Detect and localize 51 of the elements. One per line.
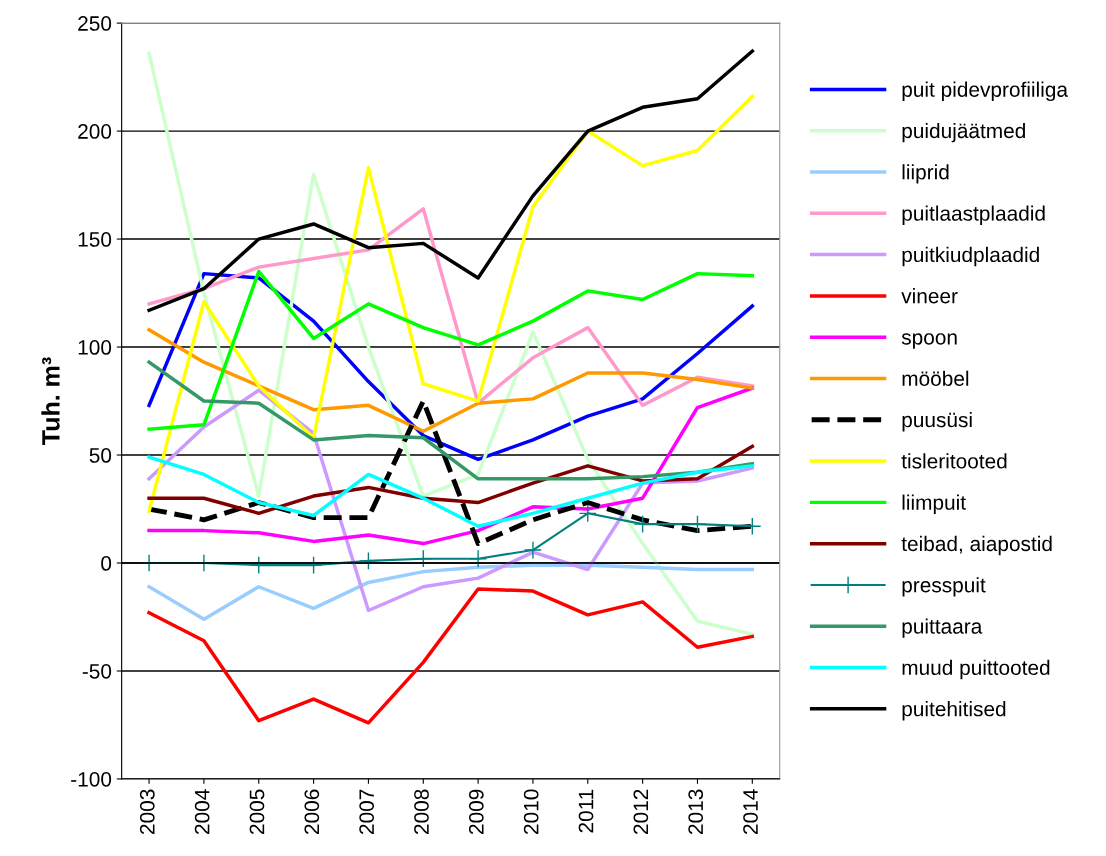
line-series xyxy=(147,94,755,513)
line-series xyxy=(147,563,755,621)
line-series xyxy=(147,207,755,408)
line-series xyxy=(147,587,755,725)
point xyxy=(469,549,488,568)
point xyxy=(578,504,597,523)
legend-label: puit pidevprofiiliga xyxy=(902,81,1068,102)
x-tick-label: 2012 xyxy=(633,789,649,834)
legend-label: presspuit xyxy=(902,577,986,597)
line-series xyxy=(147,455,755,529)
x-tick-label: 2014 xyxy=(743,789,758,834)
y-tick-label: -100 xyxy=(71,771,112,787)
legend-label: puitkiudplaadid xyxy=(902,246,1039,267)
legend-label: puusüsi xyxy=(902,411,972,432)
legend-label: spoon xyxy=(901,333,957,349)
line-series xyxy=(147,328,755,434)
y-tick-label: -50 xyxy=(82,663,112,679)
legend-label: tisleritooted xyxy=(901,453,1007,469)
legend-label: muud puittooted xyxy=(902,659,1050,680)
y-tick-label: 0 xyxy=(101,556,112,571)
x-tick-label: 2004 xyxy=(194,789,210,834)
line-series xyxy=(147,51,755,637)
legend-label: puidujäätmed xyxy=(902,122,1025,143)
y-tick-label: 150 xyxy=(78,232,112,247)
y-tick-label: 200 xyxy=(78,124,112,139)
x-tick-label: 2008 xyxy=(414,789,429,834)
legend-label: puitlaastplaadid xyxy=(902,205,1045,225)
y-tick-label: 100 xyxy=(78,340,112,355)
line-series xyxy=(147,360,755,481)
x-tick-label: 2010 xyxy=(523,789,539,834)
point xyxy=(523,541,542,560)
legend-label: liiprid xyxy=(902,164,949,184)
line-series xyxy=(147,269,755,431)
y-axis-title: Tuh. m³ xyxy=(41,357,60,445)
x-tick-label: 2005 xyxy=(249,789,265,834)
legend-label: vineer xyxy=(901,288,958,304)
legend-label: puittaara xyxy=(902,618,983,638)
point xyxy=(359,551,378,570)
x-tick-label: 2007 xyxy=(359,789,375,834)
x-tick-label: 2009 xyxy=(468,789,484,834)
y-tick-label: 250 xyxy=(78,16,112,31)
legend-label: teibad, aiapostid xyxy=(901,535,1052,556)
x-tick-label: 2003 xyxy=(139,789,155,834)
x-tick-label: 2013 xyxy=(688,789,704,834)
legend-label: puitehitised xyxy=(902,701,1006,721)
x-tick-label: 2006 xyxy=(304,789,320,834)
legend-label: mööbel xyxy=(902,370,969,386)
point xyxy=(743,517,762,536)
x-tick-label: 2011 xyxy=(578,789,594,833)
legend-label: liimpuit xyxy=(902,494,966,514)
y-tick-label: 50 xyxy=(89,448,112,463)
